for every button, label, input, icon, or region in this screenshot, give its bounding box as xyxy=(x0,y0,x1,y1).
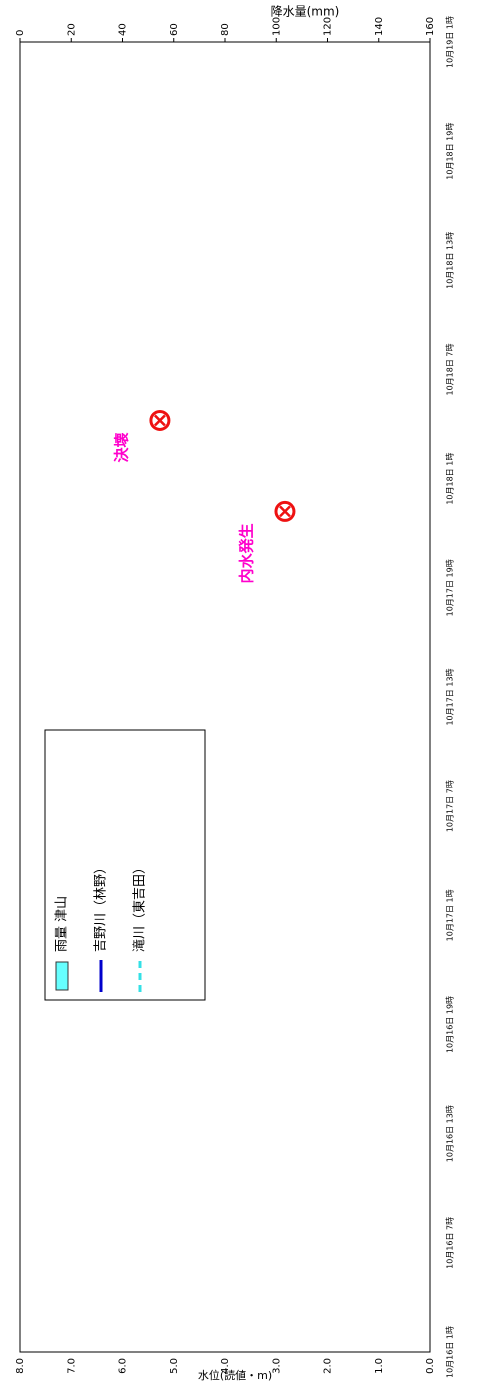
y-tick-label: 5.0 xyxy=(169,1358,180,1374)
y-axis-title: 水位(読値・m) xyxy=(198,1368,272,1382)
x-tick-label: 10月18日 19時 xyxy=(446,123,455,180)
legend-box xyxy=(44,729,206,1001)
y2-tick-label: 20 xyxy=(66,23,77,36)
y-tick-label: 7.0 xyxy=(66,1358,77,1374)
y-tick-label: 1.0 xyxy=(374,1358,385,1374)
x-tick-label: 10月17日 1時 xyxy=(446,889,455,941)
y2-tick-label: 80 xyxy=(220,23,231,36)
y2-tick-label: 140 xyxy=(374,17,385,36)
x-tick-label: 10月16日 19時 xyxy=(446,996,455,1053)
x-tick-label: 10月18日 7時 xyxy=(446,344,455,396)
x-tick-label: 10月17日 7時 xyxy=(446,780,455,832)
y-tick-label: 4.0 xyxy=(220,1358,231,1374)
y2-tick-label: 0 xyxy=(15,30,26,36)
y-tick-label: 6.0 xyxy=(118,1358,129,1374)
y2-tick-label: 100 xyxy=(271,17,282,36)
plot-frame xyxy=(19,41,431,1353)
y2-axis-title: 降水量(mm) xyxy=(271,5,340,19)
annotation-text: 内水発生 xyxy=(237,523,255,583)
x-tick-label: 10月16日 7時 xyxy=(446,1217,455,1269)
y2-tick-label: 160 xyxy=(425,17,436,36)
x-tick-label: 10月17日 19時 xyxy=(446,559,455,616)
y-tick-label: 8.0 xyxy=(15,1358,26,1374)
y2-tick-label: 60 xyxy=(169,23,180,36)
annotation-cross xyxy=(279,505,291,518)
x-tick-label: 10月18日 1時 xyxy=(446,453,455,505)
annotation-text: 決壊 xyxy=(112,432,130,462)
y2-tick-label: 120 xyxy=(323,17,334,36)
legend-label: 吉野川（林野） xyxy=(94,861,109,952)
legend-label: 滝川（東吉田） xyxy=(132,861,148,952)
x-tick-label: 10月16日 13時 xyxy=(446,1105,455,1162)
x-tick-label: 10月18日 13時 xyxy=(446,232,455,289)
legend-swatch xyxy=(55,961,69,991)
x-tick-label: 10月17日 13時 xyxy=(446,668,455,725)
y-tick-label: 2.0 xyxy=(323,1358,334,1374)
annotation-cross xyxy=(154,414,166,427)
y-tick-label: 3.0 xyxy=(271,1358,282,1374)
y-tick-label: 0.0 xyxy=(425,1358,436,1374)
rotated-plot: 10月16日 1時 10月16日 7時 10月16日 13時 10月16日 19時 10… xyxy=(15,16,455,1378)
x-tick-label: 10月16日 1時 xyxy=(446,1326,455,1378)
y2-tick-label: 40 xyxy=(118,23,129,36)
legend-label: 雨量 津山 xyxy=(55,896,70,952)
x-tick-label: 10月19日 1時 xyxy=(446,16,455,68)
